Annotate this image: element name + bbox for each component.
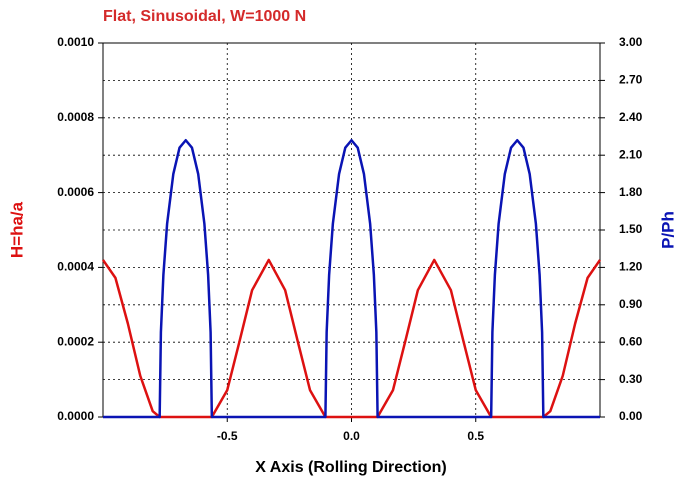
- y2-tick-label: 2.10: [619, 147, 643, 161]
- y2-tick-label: 0.30: [619, 372, 643, 386]
- y2-tick-label: 2.40: [619, 110, 643, 124]
- series-line: [103, 138, 600, 419]
- x-tick-label: 0.5: [467, 429, 484, 443]
- y2-tick-label: 0.00: [619, 409, 643, 423]
- x-axis-label: X Axis (Rolling Direction): [255, 459, 446, 476]
- y2-tick-label: 0.90: [619, 297, 643, 311]
- y-axis-label: H=ha/a: [7, 201, 26, 258]
- y-tick-label: 0.0004: [57, 260, 94, 274]
- x-tick-label: -0.5: [217, 429, 238, 443]
- y2-tick-label: 1.50: [619, 222, 643, 236]
- y-tick-label: 0.0000: [57, 409, 94, 423]
- y-tick-label: 0.0002: [57, 334, 94, 348]
- y-tick-label: 0.0006: [57, 185, 94, 199]
- chart-title: Flat, Sinusoidal, W=1000 N: [103, 8, 306, 25]
- y2-tick-label: 3.00: [619, 35, 643, 49]
- y-tick-label: 0.0010: [57, 35, 94, 49]
- x-tick-label: 0.0: [343, 429, 360, 443]
- y2-axis-label: P/Ph: [658, 211, 677, 249]
- y2-tick-label: 2.70: [619, 73, 643, 87]
- y2-tick-label: 0.60: [619, 334, 643, 348]
- y2-tick-label: 1.20: [619, 260, 643, 274]
- y2-tick-label: 1.80: [619, 185, 643, 199]
- y-tick-label: 0.0008: [57, 110, 94, 124]
